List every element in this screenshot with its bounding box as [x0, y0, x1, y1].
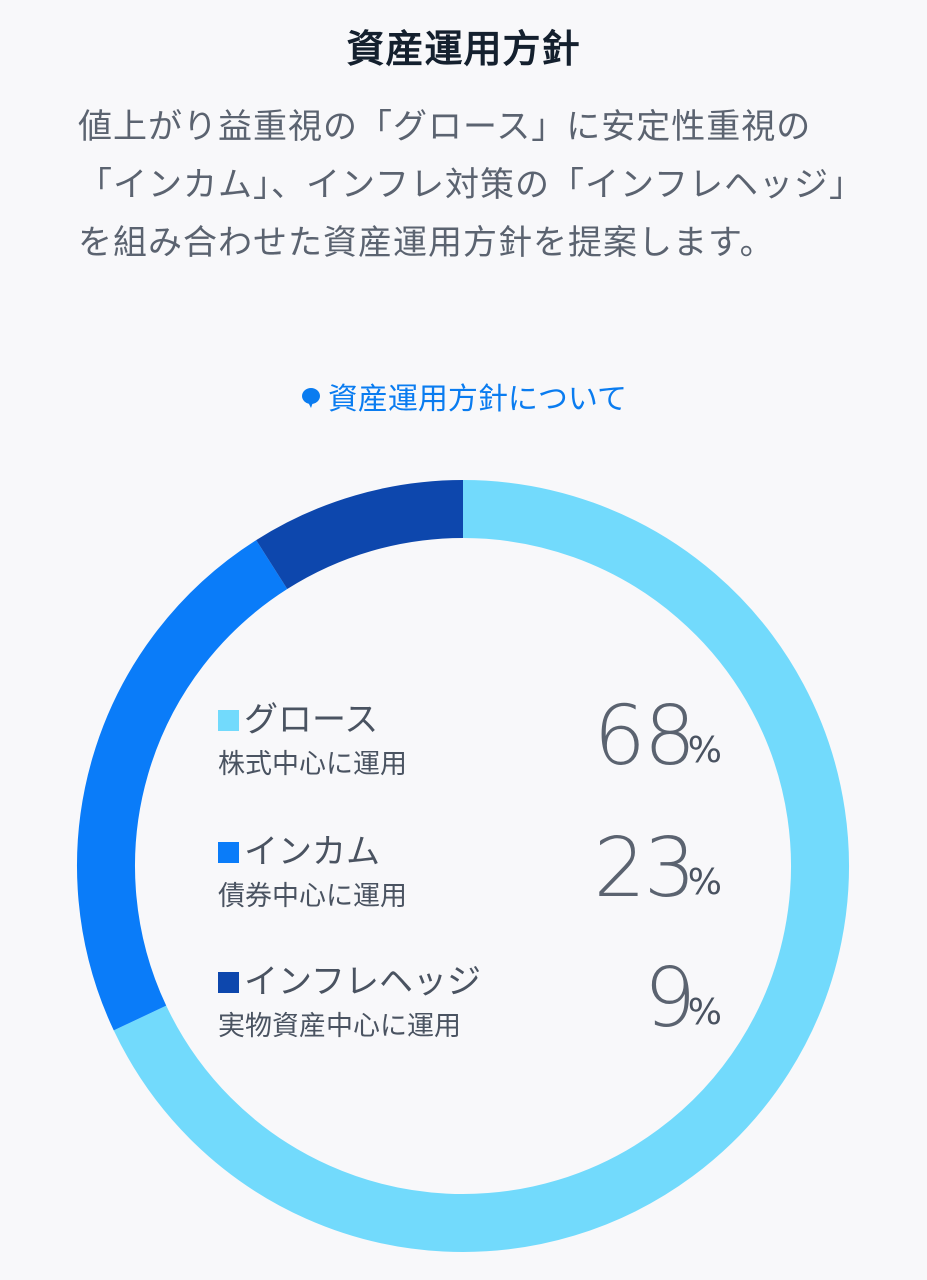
- growth-sub-label: 株式中心に運用: [218, 749, 407, 780]
- about-policy-link-label: 資産運用方針について: [327, 382, 628, 417]
- growth-segment: [113, 480, 849, 1252]
- legend-item-growth: グロース 株式中心に運用 68 %: [218, 692, 738, 806]
- inflation-hedge-sub-label: 実物資産中心に運用: [218, 1011, 461, 1042]
- growth-unit: %: [687, 730, 722, 771]
- income-segment: [77, 540, 288, 1031]
- speech-bubble-icon: [301, 387, 320, 408]
- inflation-hedge-swatch: [218, 972, 239, 993]
- page-title: 資産運用方針: [346, 27, 581, 71]
- inflation-hedge-value: 9: [643, 951, 696, 1046]
- description-text: 値上がり益重視の「グロース」に安定性重視の「インカム」、インフレ対策の「インフレ…: [78, 107, 847, 263]
- growth-label: グロース: [244, 700, 379, 740]
- growth-swatch: [218, 710, 239, 731]
- inflation-hedge-unit: %: [687, 992, 722, 1033]
- legend-item-income: インカム 債券中心に運用 23 %: [218, 824, 738, 938]
- income-value: 23: [593, 821, 696, 916]
- growth-value: 68: [593, 689, 696, 784]
- income-swatch: [218, 842, 239, 863]
- income-unit: %: [687, 862, 722, 903]
- about-policy-link[interactable]: 資産運用方針について: [0, 374, 927, 418]
- inflation-hedge-segment: [256, 480, 464, 590]
- income-label: インカム: [244, 832, 380, 872]
- legend-item-inflation-hedge: インフレヘッジ 実物資産中心に運用 9 %: [218, 954, 738, 1068]
- income-sub-label: 債券中心に運用: [218, 881, 407, 912]
- inflation-hedge-label: インフレヘッジ: [244, 962, 481, 1002]
